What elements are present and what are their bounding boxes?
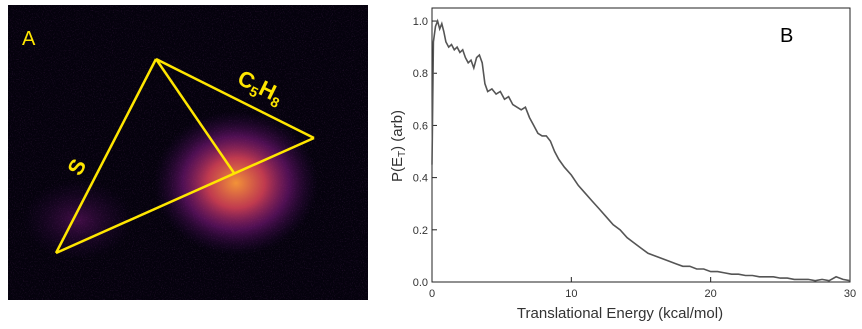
- y-tick-label: 0.6: [413, 120, 428, 132]
- x-tick-label: 10: [565, 288, 577, 300]
- center-of-mass-line: [154, 58, 236, 174]
- x-axis-label: Translational Energy (kcal/mol): [517, 305, 723, 322]
- velocity-triangle: [54, 57, 315, 255]
- y-tick-label: 0.4: [413, 173, 428, 185]
- y-tick-label: 0.8: [413, 68, 428, 80]
- y-tick-label: 1.0: [413, 16, 428, 28]
- velocity-map-svg: A S C5H8: [8, 5, 368, 300]
- translational-energy-chart: 0.0 0.2 0.4 0.6 0.8 1.0 0 10 20 30 B Translation…: [380, 0, 862, 324]
- x-tick-label: 20: [705, 288, 717, 300]
- relative-velocity-line: [55, 136, 315, 255]
- y-label-main: P(E: [389, 157, 406, 182]
- c5h8-scatter-spot: [154, 111, 318, 255]
- y-axis-label: P(ET) (arb): [389, 110, 408, 182]
- plot-frame: [431, 7, 851, 283]
- x-axis-ticks: 0 10 20 30: [429, 277, 856, 300]
- x-tick-label: 30: [844, 288, 856, 300]
- s-velocity-line: [54, 58, 158, 254]
- y-label-sub: T: [397, 151, 408, 157]
- x-tick-label: 0: [429, 288, 435, 300]
- velocity-map-image: A S C5H8: [8, 5, 368, 300]
- y-tick-label: 0.2: [413, 225, 428, 237]
- panel-b-label: B: [780, 25, 793, 47]
- y-axis-ticks: 0.0 0.2 0.4 0.6 0.8 1.0: [413, 16, 437, 289]
- panel-a-label: A: [22, 28, 36, 50]
- y-tick-label: 0.0: [413, 277, 428, 289]
- c5h8-velocity-line: [155, 57, 315, 140]
- chart-svg: 0.0 0.2 0.4 0.6 0.8 1.0 0 10 20 30 B Translation…: [389, 7, 856, 322]
- y-label-suffix: ) (arb): [389, 110, 406, 151]
- pet-distribution-line: [431, 18, 851, 282]
- faint-s-spot: [23, 180, 133, 260]
